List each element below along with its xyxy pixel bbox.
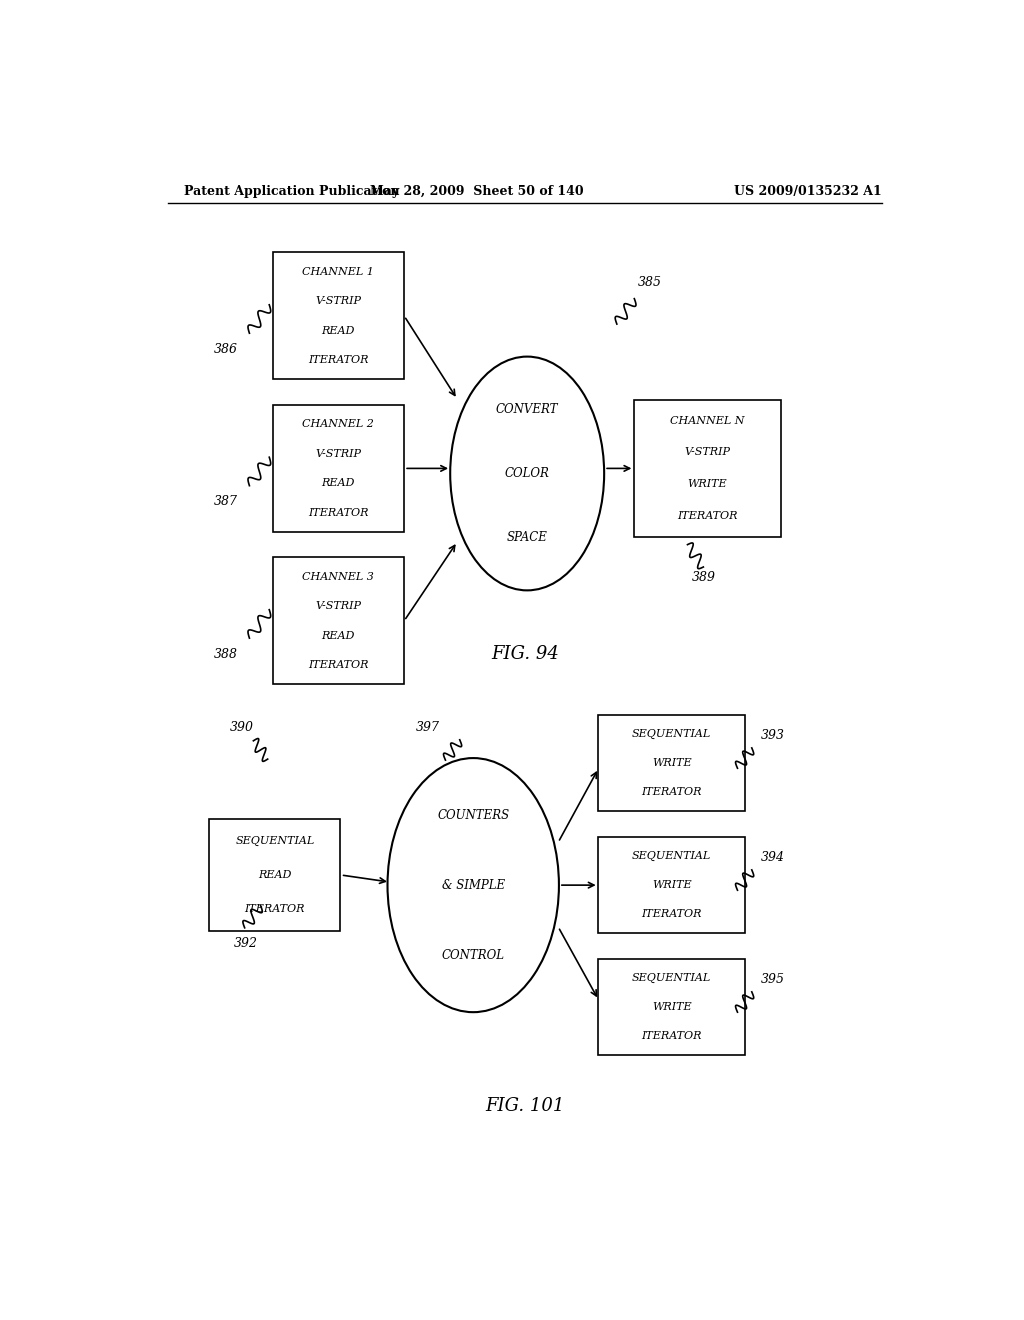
Text: V-STRIP: V-STRIP [315,449,361,458]
Text: ITERATOR: ITERATOR [308,355,369,366]
FancyBboxPatch shape [272,405,403,532]
Ellipse shape [451,356,604,590]
Text: ITERATOR: ITERATOR [245,904,305,913]
FancyBboxPatch shape [634,400,780,537]
FancyBboxPatch shape [272,557,403,684]
FancyBboxPatch shape [598,958,745,1056]
Text: CHANNEL 2: CHANNEL 2 [302,418,374,429]
Text: ITERATOR: ITERATOR [677,511,737,521]
Text: WRITE: WRITE [687,479,727,490]
Text: 389: 389 [691,570,716,583]
Text: SEQUENTIAL: SEQUENTIAL [632,973,712,983]
Text: CONTROL: CONTROL [441,949,505,961]
Text: 393: 393 [761,729,784,742]
Text: V-STRIP: V-STRIP [315,296,361,306]
Text: ITERATOR: ITERATOR [308,508,369,517]
Text: COUNTERS: COUNTERS [437,809,509,822]
Text: ITERATOR: ITERATOR [641,1031,701,1041]
Text: 392: 392 [233,937,257,949]
Text: Patent Application Publication: Patent Application Publication [183,185,399,198]
Text: WRITE: WRITE [652,880,691,890]
Text: FIG. 101: FIG. 101 [485,1097,564,1114]
Text: COLOR: COLOR [505,467,550,480]
Text: 385: 385 [638,276,663,289]
Text: CONVERT: CONVERT [496,403,558,416]
Text: ITERATOR: ITERATOR [641,909,701,920]
Text: V-STRIP: V-STRIP [315,601,361,611]
Text: 397: 397 [416,721,440,734]
Text: CHANNEL 1: CHANNEL 1 [302,267,374,277]
Ellipse shape [387,758,559,1012]
Text: SEQUENTIAL: SEQUENTIAL [632,851,712,861]
Text: US 2009/0135232 A1: US 2009/0135232 A1 [734,185,882,198]
Text: 388: 388 [214,648,238,661]
Text: CHANNEL N: CHANNEL N [670,416,744,425]
Text: READ: READ [322,631,355,640]
Text: SPACE: SPACE [507,531,548,544]
Text: 390: 390 [229,721,254,734]
Text: SEQUENTIAL: SEQUENTIAL [236,836,314,846]
Text: V-STRIP: V-STRIP [684,447,730,458]
Text: FIG. 94: FIG. 94 [490,645,559,664]
Text: ITERATOR: ITERATOR [308,660,369,671]
Text: READ: READ [258,870,292,880]
FancyBboxPatch shape [209,818,340,931]
Text: WRITE: WRITE [652,1002,691,1012]
Text: READ: READ [322,478,355,488]
Text: CHANNEL 3: CHANNEL 3 [302,572,374,582]
Text: 387: 387 [214,495,238,508]
Text: READ: READ [322,326,355,335]
Text: 395: 395 [761,973,784,986]
Text: SEQUENTIAL: SEQUENTIAL [632,729,712,739]
Text: WRITE: WRITE [652,758,691,768]
Text: May 28, 2009  Sheet 50 of 140: May 28, 2009 Sheet 50 of 140 [371,185,584,198]
Text: & SIMPLE: & SIMPLE [441,879,505,891]
Text: 386: 386 [214,343,238,356]
Text: ITERATOR: ITERATOR [641,788,701,797]
FancyBboxPatch shape [598,837,745,933]
Text: 394: 394 [761,851,784,865]
FancyBboxPatch shape [272,252,403,379]
FancyBboxPatch shape [598,715,745,812]
